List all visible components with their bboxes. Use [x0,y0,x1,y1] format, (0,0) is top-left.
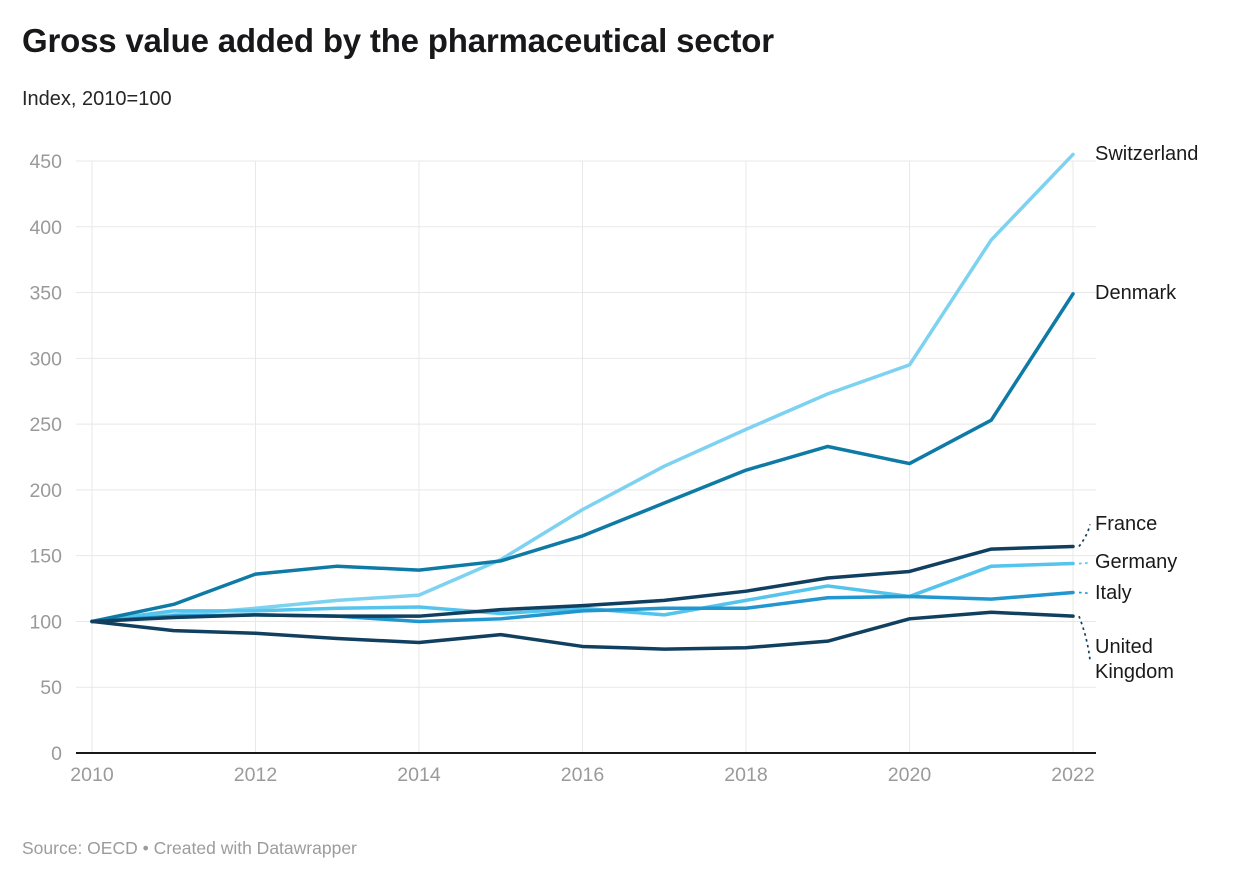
y-tick-label: 250 [29,414,62,436]
chart-subtitle: Index, 2010=100 [22,88,172,110]
label-connector-united-kingdom [1078,615,1091,661]
y-tick-label: 0 [51,743,62,765]
y-tick-label: 300 [29,348,62,370]
x-tick-label: 2010 [70,764,114,786]
series-label-italy: Italy [1095,582,1132,604]
chart-title: Gross value added by the pharmaceutical … [22,22,774,59]
x-tick-label: 2014 [397,764,441,786]
series-label-france: France [1095,513,1158,535]
y-tick-label: 50 [40,677,62,699]
x-tick-label: 2016 [561,764,604,786]
label-connector-france [1078,524,1091,547]
y-tick-label: 200 [29,480,62,502]
x-tick-label: 2012 [234,764,277,786]
line-united-kingdom [90,610,1075,651]
line-denmark [90,292,1075,624]
y-tick-label: 100 [29,611,62,633]
x-tick-label: 2018 [724,764,767,786]
source-attribution: Source: OECD • Created with Datawrapper [22,838,357,858]
series-label-germany: Germany [1095,551,1178,573]
y-tick-label: 350 [29,283,62,305]
y-tick-label: 150 [29,546,62,568]
y-tick-label: 400 [29,217,62,239]
line-switzerland [90,152,1075,624]
series-label-denmark: Denmark [1095,282,1177,304]
series-label-united-kingdom: United Kingdom [1095,636,1174,683]
series-label-switzerland: Switzerland [1095,143,1199,165]
y-tick-label: 450 [29,151,62,173]
line-france [90,544,1075,624]
x-tick-label: 2020 [888,764,932,786]
label-connector-germany [1078,561,1091,565]
x-tick-label: 2022 [1051,764,1094,786]
label-connector-italy [1078,591,1091,595]
